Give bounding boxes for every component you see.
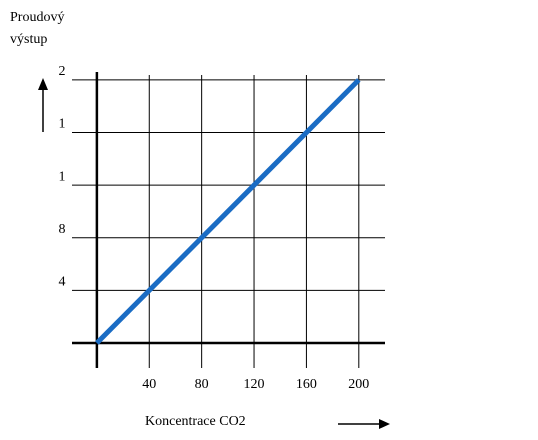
y-axis-label: Proudový výstup: [10, 10, 64, 47]
y-label-line: Proudový: [10, 10, 64, 25]
x-tick-label: 80: [195, 377, 209, 392]
y-tick-label: 4: [59, 275, 66, 290]
y-tick-label: 8: [59, 222, 66, 237]
y-arrow-head: [38, 78, 48, 90]
x-tick-label: 160: [296, 377, 317, 392]
y-tick-label: 1: [59, 169, 66, 184]
y-label-line: výstup: [10, 32, 47, 47]
x-axis-label: Koncentrace CO2: [145, 414, 246, 429]
x-arrow-head: [379, 419, 390, 429]
x-tick-label: 200: [348, 377, 369, 392]
x-tick-label: 120: [244, 377, 265, 392]
y-tick-label: 2: [59, 64, 66, 79]
x-tick-label: 40: [142, 377, 156, 392]
data-line: [95, 78, 361, 345]
y-tick-label: 1: [59, 117, 66, 132]
